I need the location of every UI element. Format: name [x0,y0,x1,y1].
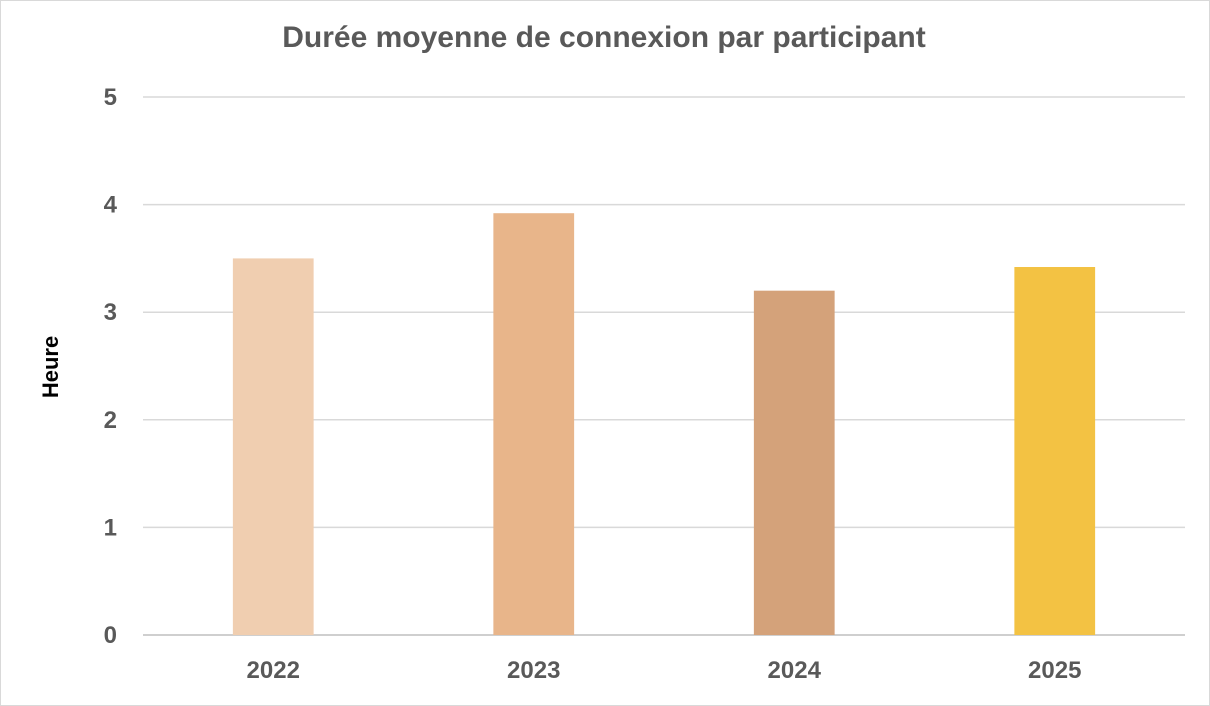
x-tick-label: 2025 [1028,657,1081,684]
x-axis-ticks: 2022 2023 2024 2025 [247,657,1082,684]
x-tick-label: 2022 [247,657,300,684]
x-tick-label: 2023 [507,657,560,684]
bar-2024 [753,290,835,635]
y-tick-label: 1 [104,514,117,541]
gridlines [143,96,1185,636]
y-tick-label: 5 [104,84,117,111]
x-tick-label: 2024 [768,657,822,684]
y-tick-label: 2 [104,407,117,434]
bars [232,213,1096,635]
bar-2023 [493,213,575,635]
chart-title: Durée moyenne de connexion par participa… [282,21,925,54]
bar-2022 [232,258,314,635]
bar-2025 [1014,267,1096,635]
y-axis-ticks: 0 1 2 3 4 5 [104,84,118,649]
y-axis-label: Heure [38,336,63,398]
y-tick-label: 3 [104,299,117,326]
y-tick-label: 4 [104,192,118,219]
y-tick-label: 0 [104,622,117,649]
